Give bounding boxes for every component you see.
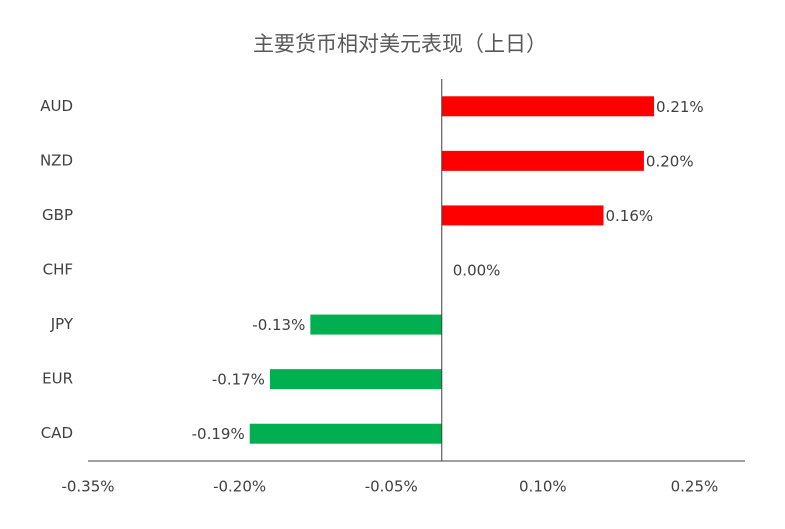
value-label: -0.13% [252, 316, 305, 334]
bar [441, 96, 655, 117]
bar [269, 369, 442, 390]
x-tick-label: -0.20% [213, 478, 266, 496]
value-label: 0.21% [656, 98, 704, 116]
value-label: 0.20% [646, 152, 694, 170]
x-tick-label: -0.35% [61, 478, 114, 496]
value-label: -0.19% [192, 425, 245, 443]
bar [441, 150, 644, 171]
bar [441, 205, 604, 226]
value-label: 0.00% [453, 262, 501, 280]
y-tick-label: NZD [40, 151, 73, 169]
y-tick-label: EUR [42, 370, 73, 388]
x-tick-label: 0.25% [671, 478, 719, 496]
y-tick-label: CAD [41, 424, 73, 442]
value-label: -0.17% [212, 371, 265, 389]
bar [249, 423, 442, 444]
y-tick-label: AUD [40, 97, 73, 115]
x-tick-label: 0.10% [519, 478, 567, 496]
value-label: 0.16% [605, 207, 653, 225]
y-tick-label: GBP [42, 206, 73, 224]
x-tick-label: -0.05% [365, 478, 418, 496]
y-tick-label: CHF [43, 261, 73, 279]
bar [310, 314, 442, 335]
chart-title: 主要货币相对美元表现（上日） [253, 32, 547, 56]
y-tick-label: JPY [50, 315, 74, 333]
